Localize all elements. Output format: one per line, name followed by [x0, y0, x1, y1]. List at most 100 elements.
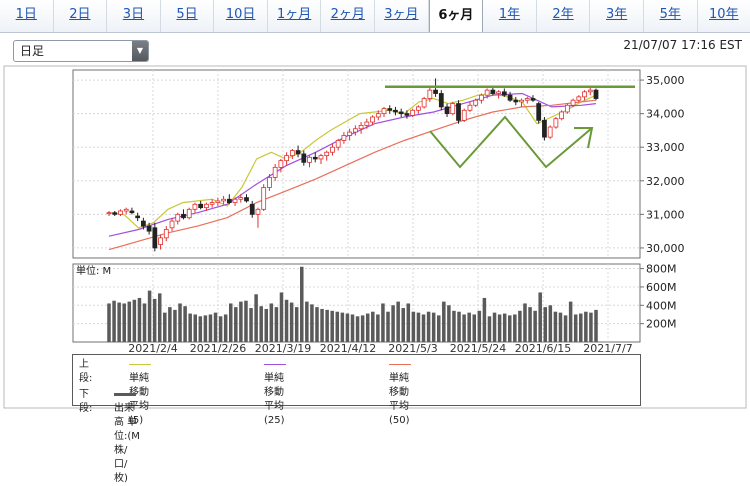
volume-bar: [325, 309, 329, 342]
volume-bar: [396, 301, 400, 342]
volume-bar: [345, 313, 350, 342]
tab-13[interactable]: 10年: [697, 0, 750, 32]
candle-body: [444, 106, 450, 115]
volume-bar: [310, 304, 314, 342]
tab-6[interactable]: 2ヶ月: [321, 0, 376, 32]
volume-bar: [579, 313, 583, 342]
price-tick-label: 32,000: [646, 175, 685, 188]
volume-bar: [193, 314, 197, 342]
volume-bar: [239, 301, 243, 342]
candle-body: [479, 94, 484, 101]
candle-body: [484, 89, 490, 96]
candle-body: [232, 198, 238, 204]
volume-bar: [553, 311, 558, 342]
candle-body: [427, 89, 433, 99]
candle-body: [542, 119, 547, 138]
volume-bar: [568, 301, 573, 342]
legend-label-volume: 出来高 単位:(M株/口/枚): [114, 403, 140, 484]
candle-body: [158, 237, 163, 245]
candle-body: [209, 202, 215, 205]
candle-body: [381, 108, 387, 115]
volume-bar: [487, 316, 492, 342]
tab-9[interactable]: 1年: [483, 0, 537, 32]
volume-bar: [452, 310, 456, 342]
volume-bar: [436, 315, 441, 342]
x-tick-label: 2021/2/4: [128, 342, 177, 355]
candle-body: [284, 155, 289, 162]
volume-bar: [421, 314, 426, 342]
candle-body: [461, 109, 467, 121]
candle-body: [330, 146, 335, 153]
legend-swatch-ma25: [264, 363, 286, 365]
price-tick-label: 30,000: [646, 242, 685, 255]
candle-body: [215, 200, 221, 204]
volume-bar: [563, 315, 568, 342]
tab-11[interactable]: 3年: [590, 0, 644, 32]
volume-bar: [335, 311, 340, 342]
legend-label-ma25: 単純移動平均(25): [264, 373, 285, 426]
candle-body: [593, 89, 599, 99]
candle-body: [261, 187, 267, 210]
candle-body: [129, 210, 135, 214]
volume-unit-label: 単位: M: [76, 264, 111, 277]
legend-swatch-ma5: [129, 363, 151, 365]
x-tick-label: 2021/6/15: [515, 342, 571, 355]
volume-bar: [467, 312, 471, 342]
candle-body: [106, 212, 112, 215]
volume-bar: [112, 300, 116, 342]
tab-8[interactable]: 6ヶ月: [428, 0, 484, 32]
tab-10[interactable]: 2年: [536, 0, 591, 32]
period-select[interactable]: 日足 ▼: [13, 40, 149, 62]
tab-0[interactable]: 1日: [0, 0, 54, 32]
volume-bar: [137, 297, 142, 342]
volume-bar: [472, 314, 477, 342]
tab-7[interactable]: 3ヶ月: [375, 0, 429, 32]
candle-body: [140, 220, 146, 227]
candle-body: [433, 89, 438, 94]
candle-body: [490, 89, 496, 94]
volume-bar: [173, 309, 177, 342]
dropdown-arrow-icon[interactable]: ▼: [132, 41, 148, 61]
volume-bar: [279, 292, 284, 342]
volume-bar: [573, 314, 578, 342]
legend-label-ma50: 単純移動平均(50): [389, 373, 410, 426]
candle-body: [536, 103, 542, 121]
candle-body: [347, 131, 353, 136]
tab-12[interactable]: 5年: [643, 0, 698, 32]
price-panel: [72, 69, 641, 259]
candle-body: [364, 121, 370, 126]
candle-body: [163, 229, 169, 239]
volume-bar: [223, 314, 228, 342]
tab-2[interactable]: 3日: [107, 0, 161, 32]
candle-body: [496, 91, 501, 94]
volume-tick-label: 600M: [646, 281, 677, 294]
x-tick-label: 2021/5/3: [388, 342, 437, 355]
volume-bar: [305, 301, 309, 342]
volume-bar: [442, 301, 446, 342]
tab-3[interactable]: 5日: [160, 0, 215, 32]
candle-body: [146, 225, 152, 232]
volume-bar: [406, 303, 411, 342]
volume-bar: [107, 303, 111, 342]
legend-swatch-ma50: [389, 363, 411, 365]
candle-body: [192, 203, 198, 210]
volume-bar: [294, 307, 299, 342]
volume-bar: [543, 307, 548, 342]
candle-body: [307, 156, 312, 163]
candle-body: [519, 99, 524, 103]
tab-1[interactable]: 2日: [53, 0, 108, 32]
candle-body: [438, 93, 444, 108]
candle-body: [249, 203, 255, 215]
legend-item-ma50: 単純移動平均(50): [389, 358, 415, 428]
volume-bar: [188, 313, 192, 342]
tab-4[interactable]: 10日: [214, 0, 268, 32]
chart-timestamp: 21/07/07 17:16 EST: [623, 38, 742, 52]
volume-bar: [355, 316, 360, 342]
volume-bar: [264, 308, 269, 342]
candle-body: [278, 160, 284, 168]
candle-body: [204, 203, 209, 209]
candle-body: [404, 113, 410, 116]
candle-body: [370, 116, 375, 123]
volume-bar: [289, 302, 294, 342]
tab-5[interactable]: 1ヶ月: [267, 0, 322, 32]
